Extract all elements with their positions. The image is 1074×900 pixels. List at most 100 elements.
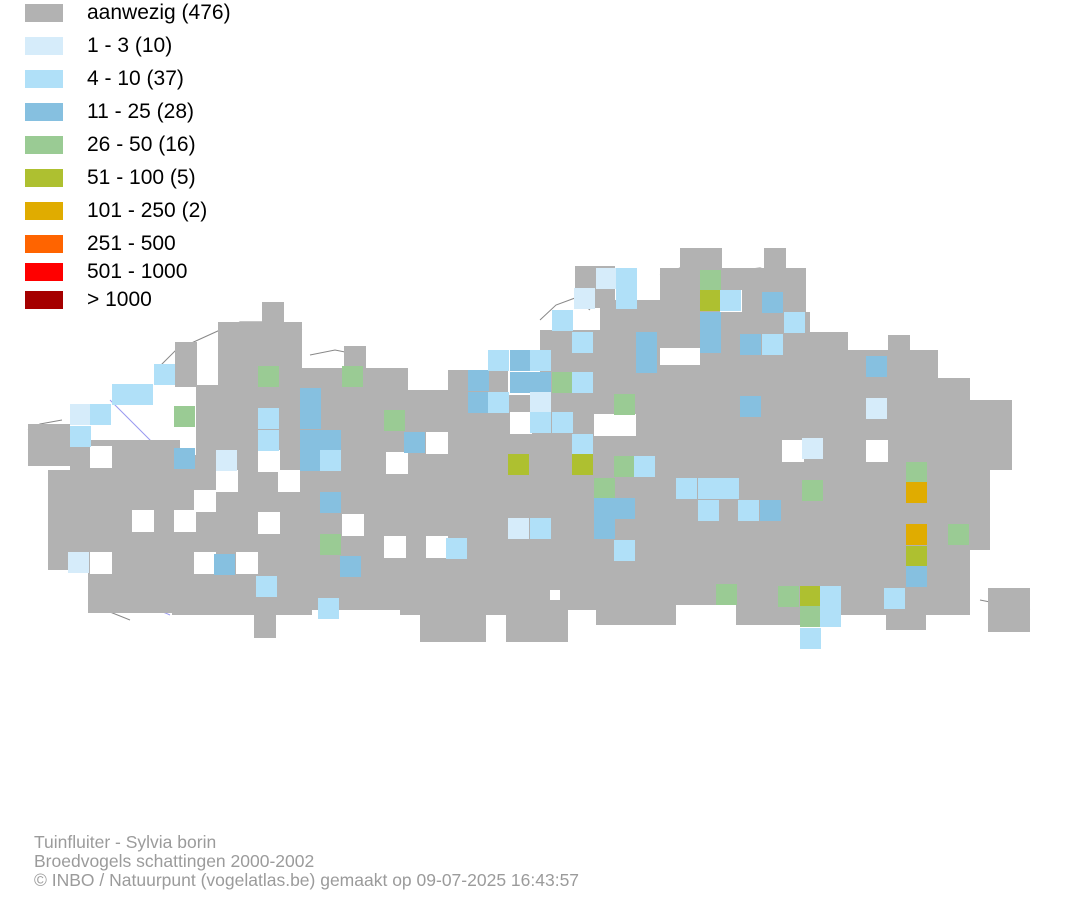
cell-empty xyxy=(216,470,238,492)
cell-estimate xyxy=(616,288,637,309)
cell-estimate xyxy=(866,398,887,419)
cell-estimate xyxy=(446,538,467,559)
cell-empty xyxy=(594,414,616,436)
cell-present xyxy=(936,378,970,468)
cell-estimate xyxy=(174,448,195,469)
legend-swatch xyxy=(25,235,63,253)
cell-estimate xyxy=(906,546,927,567)
cell-estimate xyxy=(258,430,279,451)
cell-present xyxy=(764,248,786,270)
cell-estimate xyxy=(718,478,739,499)
cell-estimate xyxy=(700,290,721,311)
cell-estimate xyxy=(340,556,361,577)
cell-estimate xyxy=(700,332,721,353)
cell-empty xyxy=(258,450,280,472)
cell-estimate xyxy=(594,498,615,519)
cell-estimate xyxy=(594,478,615,499)
cell-empty xyxy=(194,490,216,512)
cell-estimate xyxy=(884,588,905,609)
cell-estimate xyxy=(574,288,595,309)
cell-present xyxy=(254,600,276,638)
cell-empty xyxy=(278,470,300,492)
cell-estimate xyxy=(820,606,841,627)
cell-estimate xyxy=(636,332,657,353)
cell-estimate xyxy=(530,518,551,539)
cell-estimate xyxy=(384,410,405,431)
cell-estimate xyxy=(154,364,175,385)
cell-estimate xyxy=(762,334,783,355)
cell-estimate xyxy=(530,412,551,433)
cell-empty xyxy=(510,412,532,434)
cell-estimate xyxy=(762,292,783,313)
cell-estimate xyxy=(342,366,363,387)
grid-cells xyxy=(28,248,1030,649)
cell-empty xyxy=(782,440,804,462)
cell-estimate xyxy=(530,372,551,393)
cell-estimate xyxy=(720,290,741,311)
cell-estimate xyxy=(778,586,799,607)
cell-estimate xyxy=(614,394,635,415)
credit-line: © INBO / Natuurpunt (vogelatlas.be) gema… xyxy=(34,870,580,890)
cell-estimate xyxy=(90,404,111,425)
cell-estimate xyxy=(488,350,509,371)
cell-estimate xyxy=(320,450,341,471)
cell-estimate xyxy=(820,586,841,607)
cell-estimate xyxy=(596,268,617,289)
cell-present xyxy=(262,302,284,324)
legend-label: > 1000 xyxy=(87,288,152,311)
legend-swatch xyxy=(25,263,63,281)
cell-estimate xyxy=(300,450,321,471)
cell-empty xyxy=(258,512,280,534)
cell-estimate xyxy=(572,434,593,455)
cell-estimate xyxy=(738,500,759,521)
cell-estimate xyxy=(802,438,823,459)
cell-estimate xyxy=(68,552,89,573)
legend-swatch xyxy=(25,103,63,121)
cell-estimate xyxy=(112,384,133,405)
cell-empty xyxy=(342,514,364,536)
cell-estimate xyxy=(256,576,277,597)
legend-swatch xyxy=(25,4,63,22)
cell-estimate xyxy=(802,480,823,501)
legend-swatch xyxy=(25,169,63,187)
cell-estimate xyxy=(740,396,761,417)
cell-present xyxy=(720,268,742,290)
cell-empty xyxy=(866,440,888,462)
cell-estimate xyxy=(300,388,321,409)
legend-label: 11 - 25 (28) xyxy=(87,100,194,123)
cell-empty xyxy=(194,552,216,574)
cell-present xyxy=(988,588,1030,632)
cell-estimate xyxy=(906,566,927,587)
cell-estimate xyxy=(760,500,781,521)
cell-empty xyxy=(614,414,636,436)
cell-estimate xyxy=(594,518,615,539)
cell-estimate xyxy=(634,456,655,477)
cell-estimate xyxy=(866,356,887,377)
legend-label: 251 - 500 xyxy=(87,232,176,255)
cell-estimate xyxy=(320,492,341,513)
cell-estimate xyxy=(258,366,279,387)
cell-estimate xyxy=(320,430,341,451)
cell-estimate xyxy=(700,312,721,333)
cell-estimate xyxy=(318,598,339,619)
cell-estimate xyxy=(784,312,805,333)
cell-estimate xyxy=(300,430,321,451)
cell-estimate xyxy=(572,332,593,353)
cell-estimate xyxy=(508,518,529,539)
cell-estimate xyxy=(552,310,573,331)
cell-estimate xyxy=(468,392,489,413)
cell-estimate xyxy=(300,408,321,429)
map-footer: Tuinfluiter - Sylvia borin Broedvogels s… xyxy=(34,833,579,890)
cell-present xyxy=(506,600,568,642)
cell-estimate xyxy=(948,524,969,545)
cell-estimate xyxy=(716,584,737,605)
cell-estimate xyxy=(488,392,509,413)
cell-estimate xyxy=(614,540,635,561)
cell-present xyxy=(28,424,70,466)
cell-estimate xyxy=(404,432,425,453)
cell-estimate xyxy=(906,524,927,545)
cell-estimate xyxy=(174,406,195,427)
cell-estimate xyxy=(800,628,821,649)
species-name: Tuinfluiter - Sylvia borin xyxy=(34,832,217,852)
